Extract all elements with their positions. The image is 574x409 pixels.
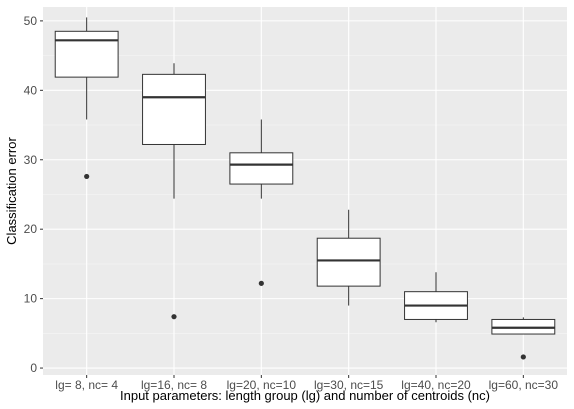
x-tick-label: lg=16, nc= 8 bbox=[141, 378, 207, 392]
outlier-point bbox=[520, 354, 526, 360]
y-tick-label: 40 bbox=[24, 83, 38, 97]
y-tick-label: 10 bbox=[24, 292, 38, 306]
box-group bbox=[316, 209, 381, 306]
box-iqr bbox=[229, 152, 294, 185]
x-tick-label: lg=40, nc=20 bbox=[401, 378, 471, 392]
x-tick-label: lg=20, nc=10 bbox=[227, 378, 297, 392]
x-tick-label: lg= 8, nc= 4 bbox=[55, 378, 118, 392]
box-iqr bbox=[142, 73, 206, 145]
box-group bbox=[229, 119, 294, 286]
y-tick-label: 20 bbox=[24, 222, 38, 236]
y-axis: 0 10 20 30 40 50 bbox=[24, 14, 43, 375]
box-iqr bbox=[54, 30, 119, 78]
box-group bbox=[491, 317, 556, 360]
y-tick-label: 0 bbox=[30, 361, 37, 375]
outlier-point bbox=[84, 173, 90, 180]
y-axis-title: Classification error bbox=[4, 137, 19, 245]
x-tick-label: lg=60, nc=30 bbox=[489, 378, 559, 392]
outlier-point bbox=[171, 314, 177, 320]
plot-panel bbox=[43, 7, 567, 375]
y-tick-label: 30 bbox=[24, 153, 38, 167]
y-tick-label: 50 bbox=[24, 14, 38, 28]
x-tick-label: lg=30, nc=15 bbox=[314, 378, 384, 392]
x-axis-title: Input parameters: length group (lg) and … bbox=[120, 388, 490, 403]
outlier-point bbox=[258, 280, 264, 286]
box-group bbox=[404, 272, 468, 323]
box-iqr bbox=[316, 237, 381, 287]
box-group bbox=[142, 63, 206, 320]
box-series bbox=[54, 17, 556, 360]
x-axis: lg= 8, nc= 4 lg=16, nc= 8 lg=20, nc=10 lg=3… bbox=[55, 375, 558, 392]
box-group bbox=[54, 17, 119, 180]
